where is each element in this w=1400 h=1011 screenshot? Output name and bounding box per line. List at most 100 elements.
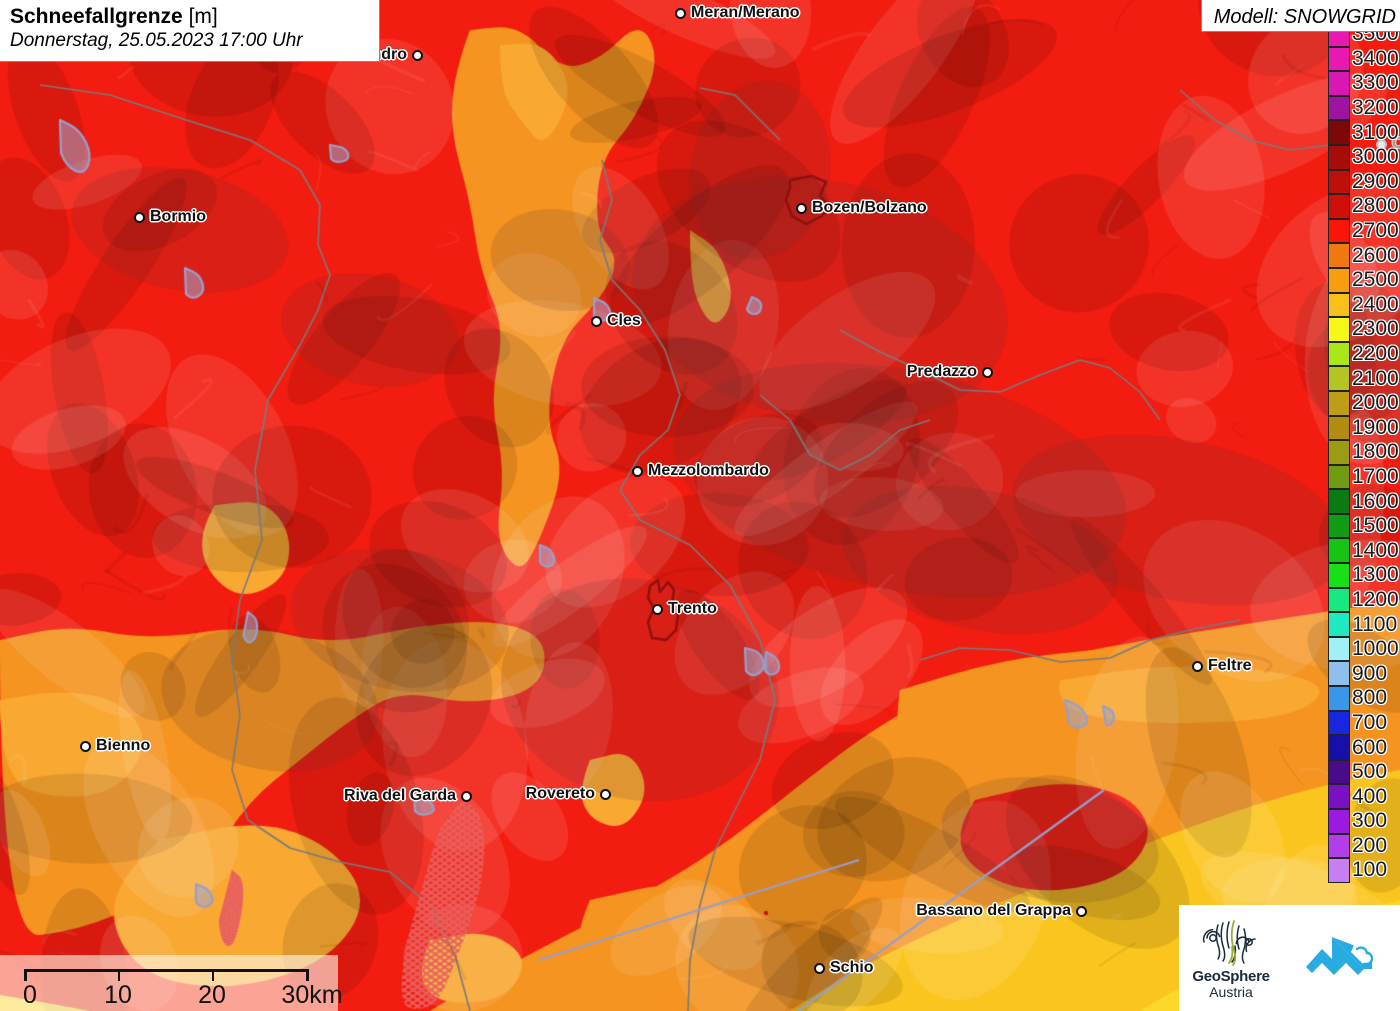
legend-swatch: [1328, 169, 1350, 195]
city-dot-icon: [632, 465, 643, 477]
legend-value-label: 2400: [1352, 292, 1399, 316]
city-name-label: Bozen/Bolzano: [812, 199, 927, 216]
scale-bar-tick: [117, 969, 121, 981]
legend-value-label: 2600: [1352, 243, 1399, 267]
city-marker[interactable]: Bormio: [134, 208, 206, 226]
legend-swatch: [1328, 95, 1350, 121]
scale-bar-line: [24, 969, 309, 981]
scale-bar-tick: [211, 969, 215, 981]
legend-swatch: [1328, 636, 1350, 662]
legend-entry: 700: [1328, 710, 1400, 736]
legend-entry: 1000: [1328, 636, 1400, 662]
city-name-label: Trento: [668, 600, 717, 617]
scale-bar-tick: [24, 969, 27, 981]
legend-entry: 1900: [1328, 415, 1400, 441]
city-name-label: Bienno: [96, 737, 151, 754]
legend-swatch: [1328, 341, 1350, 367]
legend-entry: 3000: [1328, 144, 1400, 170]
legend-entry: 2200: [1328, 341, 1400, 367]
legend-value-label: 2800: [1352, 194, 1399, 218]
legend-swatch: [1328, 292, 1350, 318]
legend-entry: 2900: [1328, 169, 1400, 195]
legend-swatch: [1328, 538, 1350, 564]
legend-swatch: [1328, 587, 1350, 613]
legend-value-label: 3000: [1352, 145, 1399, 169]
legend-entry: 2600: [1328, 243, 1400, 268]
parameter-unit: [m]: [188, 5, 218, 28]
legend-entry: 1800: [1328, 440, 1400, 465]
legend-colorbar: 100 200 300 400 500 600 700 800 900 1000 1100 1200 1…: [1328, 22, 1400, 883]
legend-value-label: 2200: [1352, 342, 1399, 366]
city-marker[interactable]: Feltre: [1192, 657, 1252, 675]
city-dot-icon: [675, 7, 686, 19]
city-marker[interactable]: Corti: [1376, 135, 1400, 153]
legend-swatch: [1328, 317, 1350, 342]
legend-value-label: 1400: [1352, 538, 1399, 562]
city-name-label: Rovereto: [525, 785, 595, 802]
city-dot-icon: [461, 790, 472, 802]
legend-entry: 1500: [1328, 513, 1400, 539]
city-marker[interactable]: Bassano del Grappa: [916, 902, 1087, 920]
city-name-label: Predazzo: [906, 363, 977, 380]
city-marker[interactable]: Predazzo: [907, 363, 993, 381]
scale-bar-axis: [24, 969, 306, 972]
city-marker[interactable]: Schio: [814, 959, 874, 977]
scale-bar-tick-label: 20: [198, 981, 226, 1009]
legend-value-label: 3300: [1352, 71, 1399, 95]
geosphere-wordmark: GeoSphere Austria: [1192, 969, 1270, 999]
mountain-cloud-icon: [1305, 937, 1374, 975]
legend-swatch: [1328, 661, 1350, 687]
legend-entry: 900: [1328, 661, 1400, 687]
legend-swatch: [1328, 686, 1350, 711]
legend-value-label: 200: [1352, 833, 1388, 857]
city-marker[interactable]: ndro: [371, 46, 423, 64]
legend-entry: 300: [1328, 809, 1400, 834]
city-marker[interactable]: Rovereto: [526, 785, 611, 803]
legend-swatch: [1328, 563, 1350, 588]
legend-entry: 1300: [1328, 563, 1400, 588]
legend-value-label: 1600: [1352, 489, 1399, 513]
city-dot-icon: [652, 603, 663, 615]
legend-value-label: 1500: [1352, 514, 1399, 538]
city-name-label: ndro: [371, 46, 407, 63]
legend-entry: 2700: [1328, 218, 1400, 244]
legend-value-label: 2700: [1352, 219, 1399, 243]
legend-swatch: [1328, 243, 1350, 268]
legend-entry: 100: [1328, 858, 1400, 883]
city-marker[interactable]: Meran/Merano: [675, 4, 799, 22]
city-marker[interactable]: Bienno: [80, 737, 150, 755]
legend-value-label: 1700: [1352, 464, 1399, 488]
city-dot-icon: [982, 366, 993, 378]
legend-swatch: [1328, 194, 1350, 219]
legend-entry: 800: [1328, 686, 1400, 711]
provider-logo[interactable]: [1283, 905, 1400, 1011]
scale-bar-tick: [306, 969, 309, 981]
legend-swatch: [1328, 390, 1350, 416]
legend-swatch: [1328, 612, 1350, 637]
geosphere-logo[interactable]: GeoSphere Austria: [1179, 905, 1283, 1011]
city-name-label: Mezzolombardo: [648, 462, 769, 479]
legend-swatch: [1328, 415, 1350, 441]
city-dot-icon: [80, 740, 91, 752]
legend-entry: 2300: [1328, 317, 1400, 342]
city-marker[interactable]: Riva del Garda: [344, 787, 472, 805]
legend-entry: 500: [1328, 759, 1400, 785]
city-marker[interactable]: Cles: [591, 312, 641, 330]
city-dot-icon: [134, 211, 145, 223]
city-marker[interactable]: Bozen/Bolzano: [796, 199, 927, 217]
legend-entry: 400: [1328, 784, 1400, 809]
city-name-label: Corti: [1392, 135, 1400, 152]
legend-swatch: [1328, 464, 1350, 490]
legend-value-label: 500: [1352, 760, 1388, 784]
legend-value-label: 3100: [1352, 120, 1399, 144]
legend-swatch: [1328, 858, 1350, 883]
legend-entry: 1700: [1328, 464, 1400, 490]
legend-swatch: [1328, 489, 1350, 514]
legend-value-label: 1100: [1352, 612, 1398, 636]
city-marker[interactable]: Trento: [652, 600, 717, 618]
city-dot-icon: [1076, 905, 1087, 917]
city-marker[interactable]: Mezzolombardo: [632, 462, 769, 480]
scale-bar-tick-label: 30km: [281, 981, 343, 1009]
legend-entry: 1600: [1328, 489, 1400, 514]
